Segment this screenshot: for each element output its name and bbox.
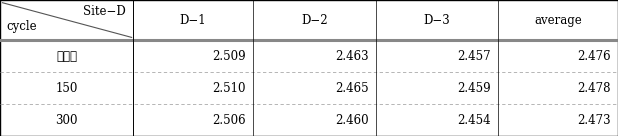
Text: 2.463: 2.463 <box>335 50 368 63</box>
Text: 2.459: 2.459 <box>457 82 491 95</box>
Text: average: average <box>534 14 582 27</box>
Text: 2.509: 2.509 <box>213 50 246 63</box>
Text: 2.476: 2.476 <box>577 50 611 63</box>
Text: Site−D: Site−D <box>83 5 125 18</box>
Text: D−2: D−2 <box>301 14 328 27</box>
Text: 초기값: 초기값 <box>56 50 77 63</box>
Text: 150: 150 <box>55 82 78 95</box>
Text: 2.506: 2.506 <box>213 114 246 126</box>
Text: 2.457: 2.457 <box>457 50 491 63</box>
Text: cycle: cycle <box>6 20 37 33</box>
Text: D−3: D−3 <box>423 14 451 27</box>
Text: 2.478: 2.478 <box>577 82 611 95</box>
Text: 2.465: 2.465 <box>335 82 368 95</box>
Text: 2.473: 2.473 <box>577 114 611 126</box>
Text: 300: 300 <box>55 114 78 126</box>
Text: 2.454: 2.454 <box>457 114 491 126</box>
Text: 2.510: 2.510 <box>213 82 246 95</box>
Text: 2.460: 2.460 <box>335 114 368 126</box>
Text: D−1: D−1 <box>180 14 206 27</box>
